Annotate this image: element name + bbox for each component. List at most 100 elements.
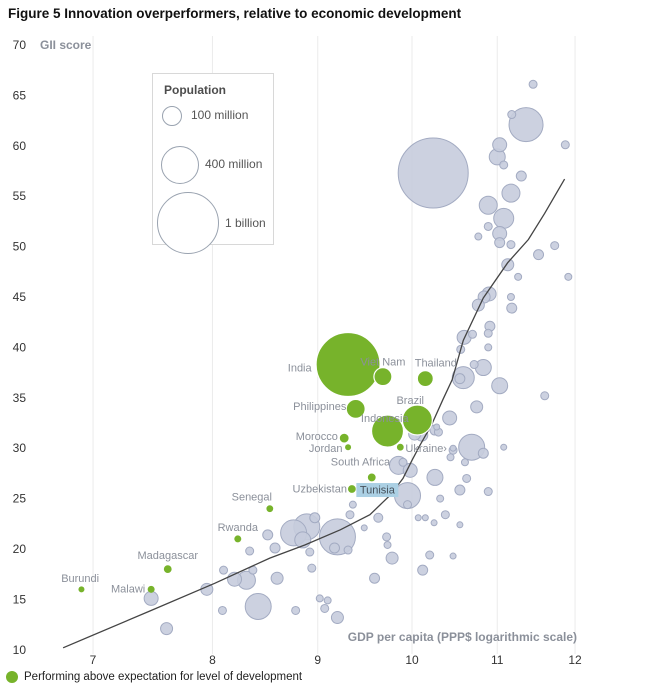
country-bubble [433, 423, 441, 431]
country-bubble [219, 565, 229, 575]
x-tick-9: 9 [314, 653, 321, 667]
overperformer-bubble-madagascar [162, 564, 173, 575]
country-bubble [468, 329, 478, 339]
country-bubble [269, 542, 281, 554]
country-bubble [369, 572, 381, 584]
country-bubble [449, 552, 457, 560]
country-bubble [478, 195, 498, 215]
country-bubble [501, 183, 521, 203]
y-axis-label: GII score [40, 38, 92, 52]
green-dot-icon [6, 671, 18, 683]
overperformer-bubble-indonesia [370, 414, 405, 448]
country-bubble [550, 241, 560, 251]
country-bubble [460, 458, 469, 467]
country-bubble [508, 107, 544, 143]
country-label-madagascar: Madagascar [137, 550, 198, 562]
country-label-south-africa: South Africa [331, 456, 391, 468]
country-bubble [143, 590, 159, 606]
country-bubble [315, 594, 324, 603]
country-bubble [492, 137, 508, 153]
country-bubble [499, 160, 509, 170]
country-bubble [470, 400, 484, 414]
footer-legend: Performing above expectation for level o… [6, 671, 302, 683]
overperformer-bubble-viet-nam [373, 367, 393, 387]
x-tick-8: 8 [209, 653, 216, 667]
legend-circle-1b [157, 192, 219, 254]
y-tick-10: 10 [13, 643, 27, 657]
country-bubble [245, 546, 255, 556]
legend-title: Population [164, 83, 226, 97]
country-bubble [514, 272, 523, 281]
country-bubble [440, 510, 450, 520]
country-bubble [348, 500, 357, 509]
x-tick-11: 11 [491, 653, 504, 667]
overperformer-bubble-philippines [345, 398, 366, 419]
country-label-tunisia: Tunisia [360, 485, 396, 497]
country-bubble [500, 443, 508, 451]
y-tick-35: 35 [13, 391, 27, 405]
country-bubble [417, 564, 429, 576]
country-bubble [533, 249, 545, 261]
country-bubble [506, 302, 518, 314]
overperformer-bubble-india [315, 331, 381, 398]
country-bubble [421, 514, 429, 522]
overperformer-bubble-jordan [345, 444, 352, 451]
country-bubble [403, 500, 413, 510]
population-size-legend: Population 100 million 400 million 1 bil… [152, 73, 274, 254]
country-bubble [385, 551, 399, 565]
country-bubble [506, 240, 516, 250]
country-bubble [262, 529, 274, 541]
country-bubble [398, 457, 408, 467]
country-bubble [270, 571, 284, 585]
overperformer-bubble-uzbekistan [346, 483, 357, 495]
country-bubble [540, 391, 550, 401]
country-bubble [430, 519, 438, 527]
country-bubble [456, 521, 464, 529]
y-tick-55: 55 [13, 189, 27, 203]
country-bubble [483, 328, 493, 338]
legend-circle-100m [162, 106, 182, 126]
country-bubble [330, 611, 344, 625]
country-bubble [383, 540, 392, 549]
country-label-senegal: Senegal [232, 492, 272, 504]
country-label-brazil: Brazil [396, 395, 424, 407]
country-label-indonesia: Indonesia [361, 413, 410, 425]
legend-label-100m: 100 million [191, 108, 249, 122]
footer-legend-text: Performing above expectation for level o… [24, 671, 303, 683]
country-bubble [483, 221, 493, 231]
y-tick-25: 25 [13, 492, 27, 506]
country-label-rwanda: Rwanda [218, 522, 259, 534]
country-bubble [493, 207, 515, 229]
country-bubble [309, 512, 321, 524]
country-bubble [484, 343, 493, 352]
overperformer-bubble-brazil [401, 404, 433, 436]
country-label-india: India [288, 363, 313, 375]
country-bubble [462, 473, 472, 483]
overperformer-bubble-burundi [78, 586, 85, 593]
country-label-uzbekistan: Uzbekistan [293, 484, 347, 496]
country-label-morocco: Morocco [296, 431, 338, 443]
y-tick-20: 20 [13, 542, 27, 556]
country-bubble [360, 524, 368, 532]
y-tick-50: 50 [13, 240, 27, 254]
country-label-thailand: Thailand [415, 358, 457, 370]
country-bubble [483, 487, 493, 497]
country-bubble [382, 532, 392, 542]
country-label-viet-nam: Viet Nam [360, 357, 405, 369]
x-tick-7: 7 [90, 653, 97, 667]
country-bubble [244, 592, 272, 620]
country-bubble [477, 447, 489, 459]
y-tick-30: 30 [13, 441, 27, 455]
country-bubble [329, 542, 341, 554]
country-bubble [291, 605, 301, 615]
country-bubble [506, 293, 515, 301]
y-tick-60: 60 [13, 139, 27, 153]
country-bubble [564, 272, 573, 281]
country-bubble [469, 360, 479, 370]
country-bubble [491, 377, 509, 395]
overperformer-bubble-rwanda [234, 535, 242, 543]
country-bubble [345, 510, 355, 520]
overperformer-bubble-ukraine- [395, 442, 405, 452]
